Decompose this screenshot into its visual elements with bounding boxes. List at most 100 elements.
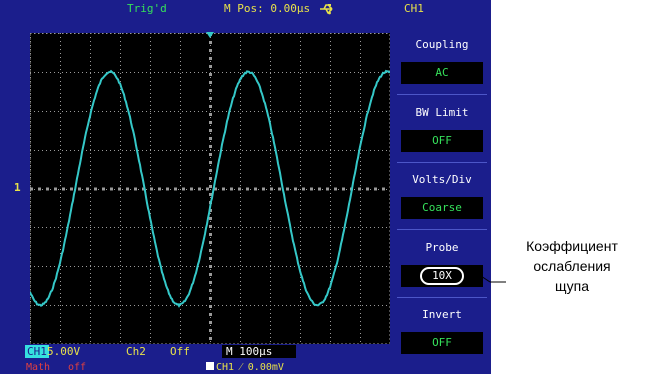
grid-dot: [54, 227, 55, 228]
grid-dot: [102, 187, 105, 191]
grid-dot: [120, 141, 121, 142]
grid-dot: [360, 321, 361, 322]
grid-dot: [90, 185, 91, 186]
math-label: Math: [26, 362, 51, 373]
grid-dot: [130, 266, 131, 267]
grid-dot: [180, 49, 181, 50]
menu-item-value[interactable]: AC: [401, 62, 483, 84]
grid-dot: [330, 253, 331, 254]
grid-dot: [330, 273, 331, 274]
grid-dot: [300, 309, 301, 310]
grid-dot: [70, 187, 73, 191]
grid-dot: [330, 277, 331, 278]
grid-dot: [154, 150, 155, 151]
grid-dot: [90, 197, 91, 198]
grid-dot: [78, 227, 79, 228]
menu-item-value[interactable]: 10X: [401, 265, 483, 287]
menu-item-title[interactable]: BW Limit: [415, 106, 469, 119]
grid-dot: [120, 201, 121, 202]
grid-dot: [180, 101, 181, 102]
grid-dot: [162, 150, 163, 151]
grid-dot: [150, 309, 151, 310]
grid-dot: [66, 150, 67, 151]
grid-dot: [150, 201, 151, 202]
grid-dot: [150, 301, 151, 302]
grid-dot: [120, 249, 121, 250]
grid-dot: [190, 266, 191, 267]
grid-dot: [270, 317, 271, 318]
grid-dot: [360, 153, 361, 154]
grid-dot: [30, 133, 31, 134]
grid-dot: [150, 305, 151, 306]
grid-dot: [118, 72, 119, 73]
grid-dot: [330, 97, 331, 98]
grid-dot: [58, 305, 59, 306]
grid-dot: [30, 333, 31, 334]
grid-dot: [234, 189, 235, 190]
grid-dot: [300, 245, 301, 246]
grid-dot: [360, 97, 361, 98]
grid-dot: [166, 266, 167, 267]
grid-dot: [240, 241, 241, 242]
grid-dot: [270, 325, 271, 326]
grid-dot: [180, 221, 181, 222]
grid-dot: [209, 257, 212, 260]
grid-dot: [366, 72, 367, 73]
grid-dot: [120, 157, 121, 158]
grid-dot: [134, 227, 135, 228]
grid-dot: [360, 133, 361, 134]
grid-dot: [240, 321, 241, 322]
grid-dot: [270, 169, 271, 170]
grid-dot: [60, 165, 61, 166]
grid-dot: [330, 153, 331, 154]
grid-dot: [360, 333, 361, 334]
grid-dot: [120, 81, 121, 82]
grid-dot: [150, 53, 151, 54]
grid-dot: [240, 65, 241, 66]
grid-dot: [194, 227, 195, 228]
grid-dot: [60, 209, 61, 210]
grid-dot: [330, 325, 331, 326]
grid-dot: [60, 149, 61, 150]
grid-dot: [174, 227, 175, 228]
grid-dot: [120, 309, 121, 310]
grid-dot: [180, 333, 181, 334]
grid-dot: [150, 205, 151, 206]
grid-dot: [330, 333, 331, 334]
grid-dot: [150, 169, 151, 170]
grid-dot: [90, 72, 91, 73]
grid-dot: [162, 72, 163, 73]
grid-dot: [70, 150, 71, 151]
grid-dot: [330, 266, 331, 267]
grid-dot: [334, 305, 335, 306]
grid-dot: [60, 277, 61, 278]
grid-dot: [302, 72, 303, 73]
grid-dot: [60, 125, 61, 126]
grid-dot: [180, 245, 181, 246]
grid-dot: [186, 305, 187, 306]
grid-dot: [90, 97, 91, 98]
menu-item-title[interactable]: Invert: [422, 308, 462, 321]
grid-dot: [120, 233, 121, 234]
grid-dot: [300, 69, 301, 70]
grid-dot: [358, 266, 359, 267]
grid-dot: [114, 189, 115, 190]
menu-item-title[interactable]: Coupling: [415, 38, 469, 51]
grid-dot: [60, 205, 61, 206]
menu-item-value[interactable]: OFF: [401, 332, 483, 354]
menu-item-value[interactable]: Coarse: [401, 197, 483, 219]
grid-dot: [300, 193, 301, 194]
menu-item-title[interactable]: Probe: [425, 241, 459, 254]
grid-dot: [240, 81, 241, 82]
menu-item-value[interactable]: OFF: [401, 130, 483, 152]
grid-dot: [154, 227, 155, 228]
grid-dot: [240, 105, 241, 106]
grid-dot: [60, 213, 61, 214]
grid-dot: [120, 69, 121, 70]
grid-dot: [66, 266, 67, 267]
menu-item-title[interactable]: Volts/Div: [412, 173, 472, 186]
grid-dot: [90, 77, 91, 78]
grid-dot: [120, 73, 121, 74]
grid-dot: [180, 301, 181, 302]
grid-dot: [210, 101, 211, 102]
